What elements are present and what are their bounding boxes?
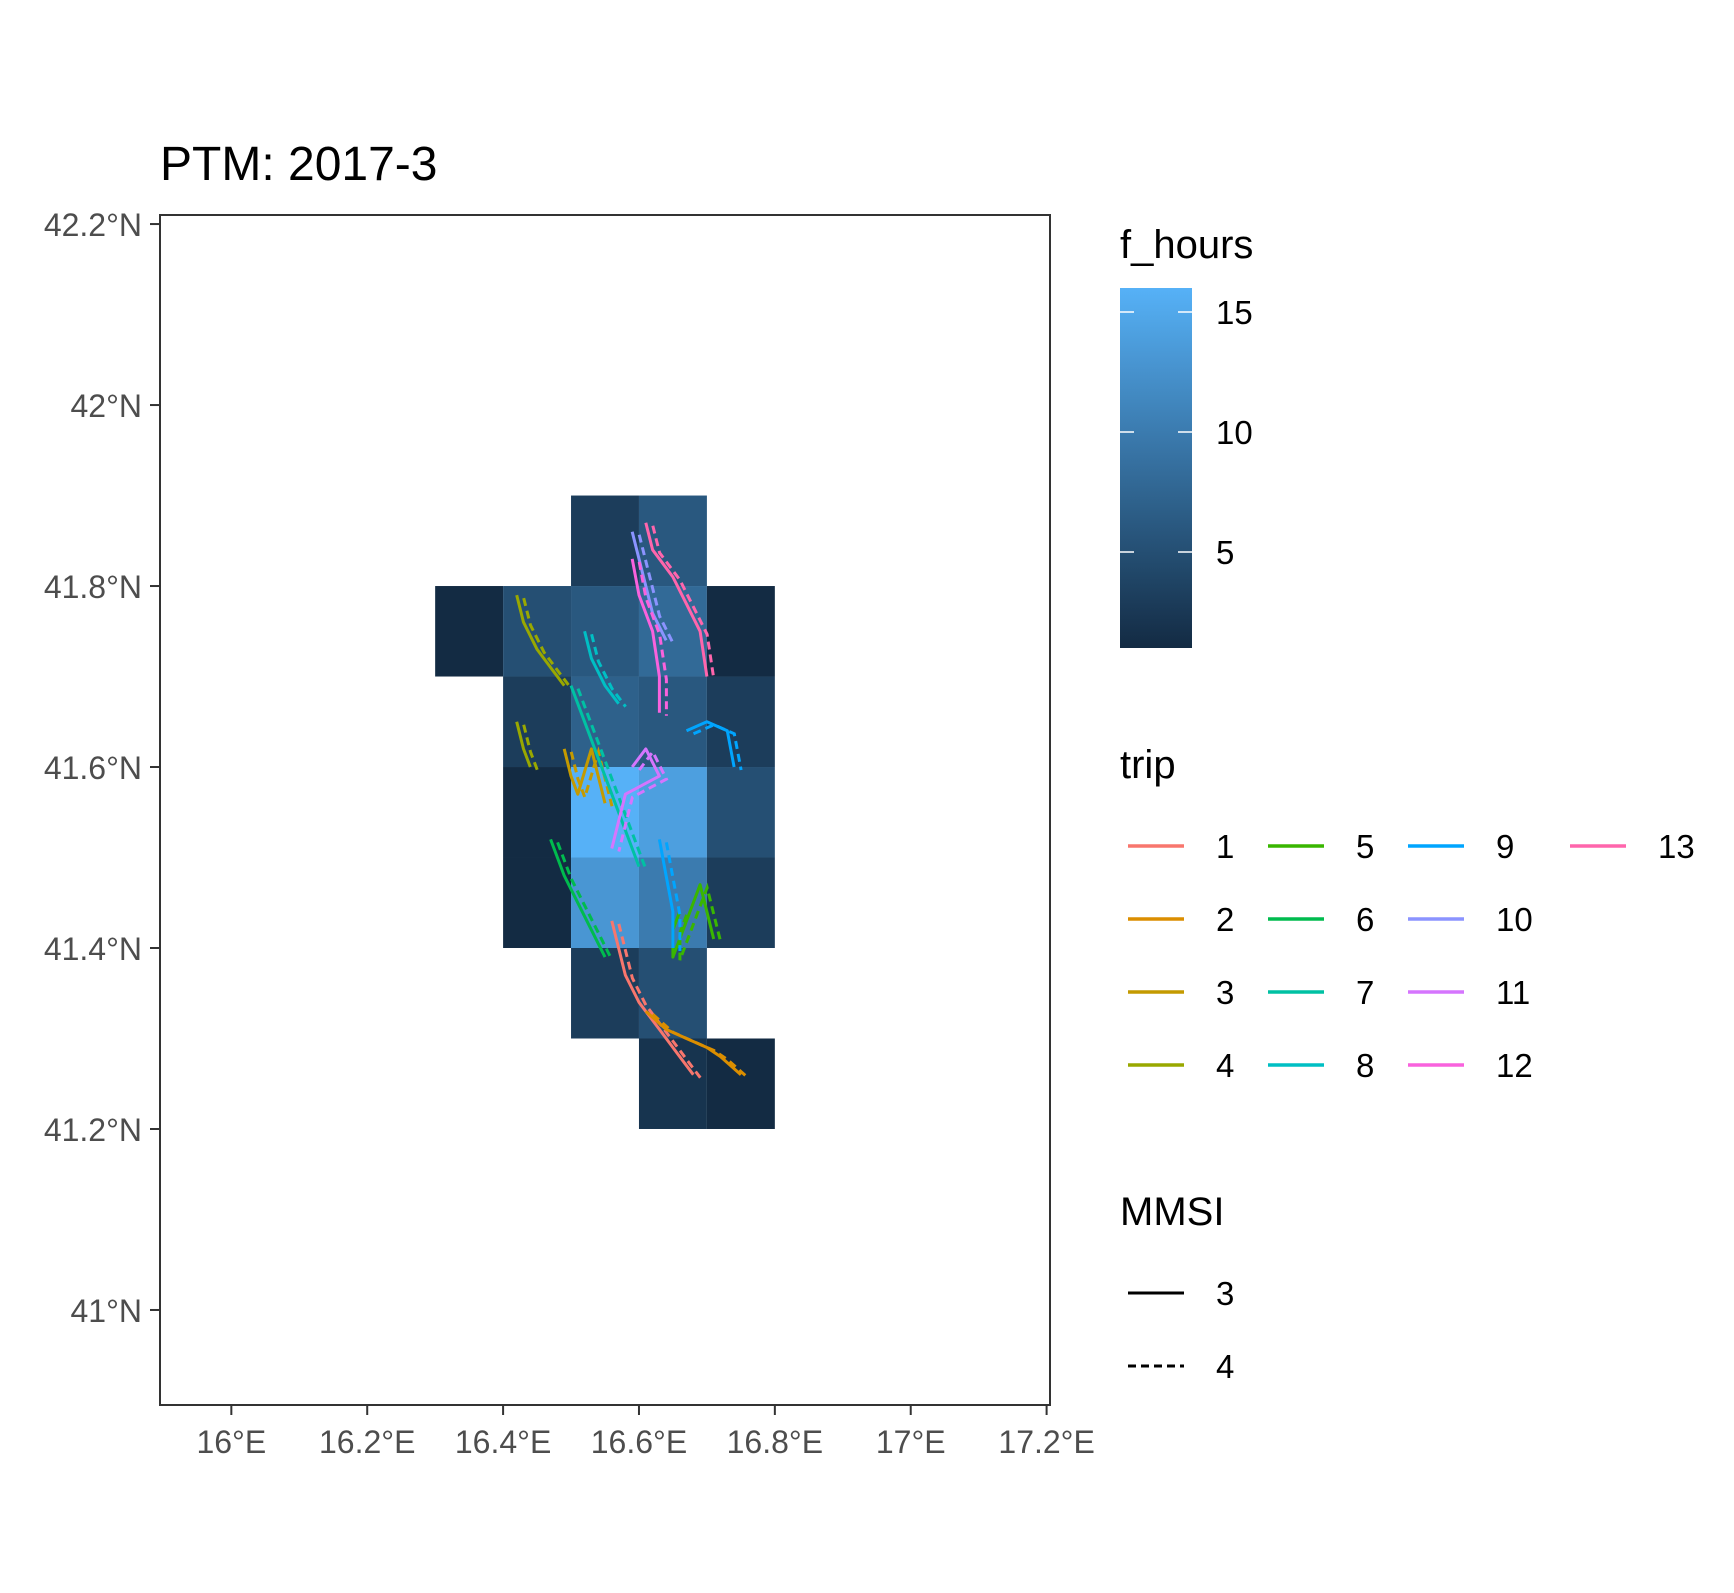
- track-line-solid: [562, 747, 607, 804]
- track-line-dashed: [617, 923, 702, 1079]
- x-tick-label: 16.2°E: [319, 1424, 415, 1460]
- track-line-solid: [610, 920, 695, 1076]
- vessel-tracks: [515, 522, 749, 1079]
- heatmap-cell: [706, 1038, 775, 1129]
- trip-legend-label: 9: [1496, 828, 1514, 865]
- heatmap-cell: [503, 586, 572, 677]
- trip-legend-label: 11: [1496, 974, 1530, 1011]
- track-line-dashed: [637, 534, 675, 644]
- heatmap-cell: [503, 767, 572, 858]
- mmsi-legend: MMSI 34: [1120, 1190, 1234, 1385]
- y-tick-label: 41.4°N: [44, 931, 142, 967]
- heatmap-cells: [435, 495, 775, 1129]
- trip-legend-label: 10: [1496, 901, 1533, 938]
- x-tick-label: 17.2°E: [998, 1424, 1094, 1460]
- colorbar-label: 5: [1216, 534, 1234, 571]
- heatmap-cell: [706, 767, 775, 858]
- track-line-dashed: [556, 841, 614, 961]
- y-tick-label: 42.2°N: [44, 207, 142, 243]
- trip-legend-label: 7: [1356, 974, 1374, 1011]
- track-line-solid: [583, 630, 620, 705]
- y-tick-label: 42°N: [71, 388, 143, 424]
- track-line-dashed: [617, 749, 669, 852]
- trip-legend-label: 8: [1356, 1047, 1374, 1084]
- x-tick-label: 16.4°E: [455, 1424, 551, 1460]
- track-line-solid: [610, 747, 661, 849]
- colorbar-label: 15: [1216, 294, 1253, 331]
- track-line-solid: [569, 685, 641, 868]
- track-line-dashed: [664, 842, 682, 951]
- heatmap-cell: [638, 1038, 707, 1129]
- x-axis: 16°E 16.2°E 16.4°E 16.6°E 16.8°E 17°E 17.2°E: [196, 1405, 1095, 1460]
- trip-legend-label: 3: [1216, 974, 1234, 1011]
- heatmap-cell: [571, 586, 639, 677]
- trip-legend-label: 12: [1496, 1047, 1533, 1084]
- panel-border: [159, 214, 1051, 1406]
- track-line-solid: [657, 839, 675, 948]
- heatmap-cell: [706, 676, 775, 768]
- colorbar-ticks: 5 10 15: [1120, 294, 1253, 571]
- track-line-dashed: [576, 688, 648, 871]
- plot-panel: [159, 214, 1051, 1406]
- heatmap-cell: [435, 586, 504, 677]
- trip-legend-label: 13: [1658, 828, 1695, 865]
- chart-title: PTM: 2017-3: [160, 138, 437, 191]
- heatmap-cell: [503, 857, 572, 949]
- trip-legend-label: 1: [1216, 828, 1234, 865]
- heatmap-cell: [571, 676, 639, 768]
- track-line-solid: [515, 594, 566, 687]
- track-line-dashed: [590, 633, 627, 708]
- trip-legend-label: 5: [1356, 828, 1374, 865]
- x-tick-label: 16°E: [196, 1424, 266, 1460]
- track-line-dashed: [678, 882, 723, 961]
- trip-legend-label: 4: [1216, 1047, 1234, 1084]
- track-line-dashed: [651, 525, 716, 680]
- x-tick-label: 16.6°E: [591, 1424, 687, 1460]
- track-line-dashed: [692, 723, 743, 771]
- track-line-dashed: [522, 597, 573, 690]
- track-line-dashed: [569, 746, 614, 807]
- y-tick-label: 41.2°N: [44, 1112, 142, 1148]
- trip-legend-label: 2: [1216, 901, 1234, 938]
- y-tick-label: 41.8°N: [44, 569, 142, 605]
- x-tick-label: 16.8°E: [727, 1424, 823, 1460]
- heatmap-cell: [638, 676, 707, 768]
- heatmap-cell: [503, 676, 572, 768]
- y-tick-label: 41°N: [71, 1293, 143, 1329]
- trip-legend-title: trip: [1120, 743, 1176, 787]
- track-line-solid: [549, 838, 607, 958]
- track-line-solid: [630, 558, 661, 713]
- y-axis: 41°N 41.2°N 41.4°N 41.6°N 41.8°N 42°N 42.2°N: [44, 207, 160, 1329]
- fill-legend-title: f_hours: [1120, 223, 1253, 267]
- x-tick-label: 17°E: [876, 1424, 946, 1460]
- heatmap-cell: [638, 948, 707, 1039]
- track-line-solid: [515, 721, 532, 768]
- colorbar-label: 10: [1216, 414, 1253, 451]
- trip-legend-label: 6: [1356, 901, 1374, 938]
- fill-legend: f_hours 5 10 15: [1120, 223, 1253, 648]
- track-line-solid: [644, 522, 709, 677]
- colorbar: [1120, 288, 1192, 648]
- track-line-solid: [630, 531, 668, 641]
- track-line-solid: [685, 720, 736, 768]
- mmsi-legend-label: 3: [1216, 1275, 1234, 1312]
- mmsi-legend-title: MMSI: [1120, 1190, 1224, 1234]
- mmsi-legend-keys: 34: [1128, 1275, 1234, 1385]
- track-line-dashed: [522, 724, 539, 771]
- heatmap-cell: [706, 586, 775, 677]
- heatmap-cell: [571, 495, 639, 587]
- track-line-dashed: [651, 1013, 749, 1079]
- mmsi-legend-label: 4: [1216, 1348, 1234, 1385]
- heatmap-cell: [706, 857, 775, 949]
- heatmap-cell: [571, 857, 639, 949]
- track-line-dashed: [637, 561, 668, 716]
- y-tick-label: 41.6°N: [44, 750, 142, 786]
- heatmap-cell: [571, 948, 639, 1039]
